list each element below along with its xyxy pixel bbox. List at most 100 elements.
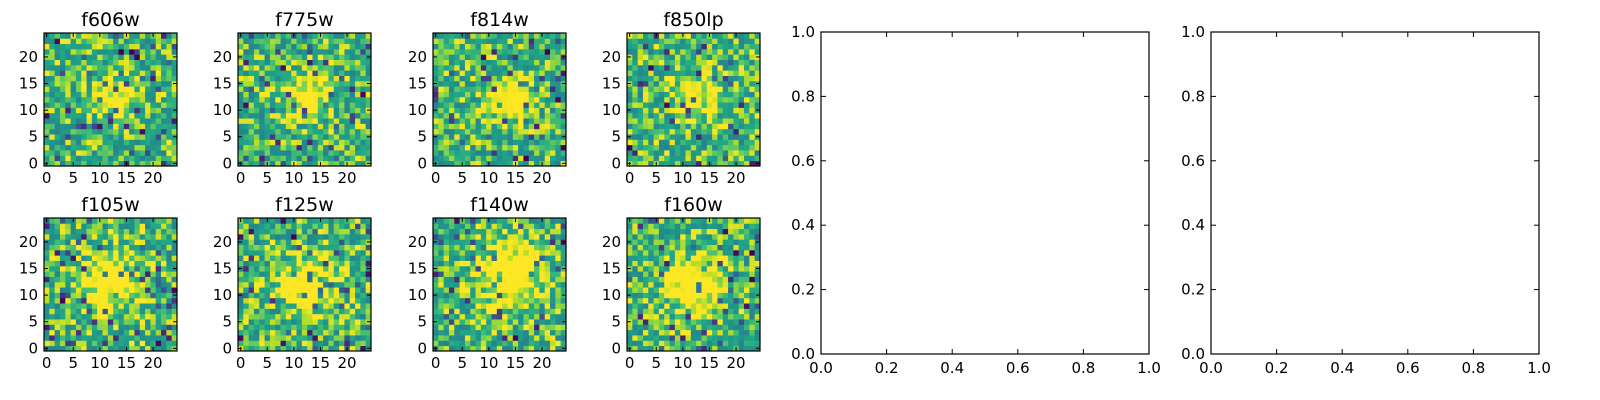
heatmap-cell bbox=[560, 112, 567, 119]
heatmap-cell bbox=[555, 276, 562, 283]
heatmap-cell bbox=[91, 308, 98, 315]
heatmap-cell bbox=[448, 43, 455, 50]
heatmap-cell bbox=[150, 329, 157, 336]
heatmap-cell bbox=[339, 43, 345, 50]
heatmap-cell bbox=[81, 276, 87, 283]
heatmap-cell bbox=[486, 38, 492, 45]
heatmap-cell bbox=[550, 86, 556, 92]
heatmap-cell bbox=[291, 319, 297, 325]
heatmap-cell bbox=[161, 249, 167, 256]
heatmap-cell bbox=[150, 96, 157, 103]
heatmap-cell bbox=[291, 112, 297, 119]
heatmap-cell bbox=[365, 43, 372, 50]
x-tick-label: 5 bbox=[68, 169, 78, 187]
heatmap-cell bbox=[454, 102, 460, 108]
heatmap-cell bbox=[470, 244, 476, 251]
heatmap-cell bbox=[738, 96, 745, 103]
heatmap-cell bbox=[550, 38, 556, 45]
heatmap-cell bbox=[248, 155, 255, 162]
heatmap-cell bbox=[238, 244, 244, 251]
heatmap-cell bbox=[518, 54, 524, 60]
heatmap-cell bbox=[44, 233, 50, 240]
heatmap-cell bbox=[129, 102, 135, 108]
heatmap-cell bbox=[674, 43, 681, 50]
heatmap-cell bbox=[365, 228, 372, 235]
heatmap-cell bbox=[669, 96, 676, 103]
heatmap-cell bbox=[502, 48, 508, 55]
heatmap-cell bbox=[75, 297, 82, 304]
heatmap-cell bbox=[664, 54, 670, 60]
heatmap-cell bbox=[123, 38, 130, 45]
heatmap-cell bbox=[264, 112, 271, 119]
heatmap-cell bbox=[486, 48, 492, 55]
heatmap-cell bbox=[139, 96, 146, 103]
heatmap-cell bbox=[658, 329, 665, 336]
heatmap-cell bbox=[328, 340, 335, 347]
heatmap-cell bbox=[722, 91, 729, 98]
heatmap-cell bbox=[360, 112, 367, 119]
heatmap-cell bbox=[433, 297, 439, 304]
heatmap-cell bbox=[81, 128, 87, 135]
heatmap-cell bbox=[349, 59, 356, 66]
heatmap-cell bbox=[171, 86, 178, 92]
heatmap-cell bbox=[523, 319, 530, 325]
heatmap-cell bbox=[145, 118, 151, 124]
heatmap-cell bbox=[534, 319, 540, 325]
heatmap-cell bbox=[717, 96, 724, 103]
heatmap-cell bbox=[296, 340, 303, 347]
heatmap-cell bbox=[333, 255, 340, 261]
heatmap-cell bbox=[349, 75, 356, 82]
heatmap-cell bbox=[438, 107, 445, 114]
heatmap-cell bbox=[349, 48, 356, 55]
heatmap-cell bbox=[312, 244, 319, 251]
panel-title: f105w bbox=[81, 194, 140, 216]
heatmap-cell bbox=[674, 281, 681, 288]
heatmap-cell bbox=[355, 59, 361, 66]
heatmap-cell bbox=[243, 297, 250, 304]
heatmap-cell bbox=[150, 287, 157, 293]
heatmap-cell bbox=[658, 38, 665, 45]
heatmap-cell bbox=[253, 150, 260, 156]
heatmap-cell bbox=[65, 218, 71, 224]
heatmap-cell bbox=[253, 80, 260, 87]
heatmap-cell bbox=[464, 112, 471, 119]
heatmap-cell bbox=[59, 107, 66, 114]
heatmap-cell bbox=[333, 319, 340, 325]
heatmap-cell bbox=[728, 64, 734, 71]
heatmap-cell bbox=[118, 255, 125, 261]
x-tick-label: 10 bbox=[90, 169, 109, 187]
heatmap-cell bbox=[443, 107, 450, 114]
heatmap-cell bbox=[680, 155, 686, 162]
heatmap-cell bbox=[754, 324, 761, 331]
heatmap-cell bbox=[253, 271, 260, 277]
heatmap-cell bbox=[65, 255, 71, 261]
heatmap-cell bbox=[560, 96, 567, 103]
heatmap-cell bbox=[744, 118, 750, 124]
heatmap-cell bbox=[275, 313, 281, 320]
heatmap-cell bbox=[171, 128, 178, 135]
heatmap-cell bbox=[669, 276, 676, 283]
heatmap-cell bbox=[443, 335, 450, 341]
heatmap-cell bbox=[349, 239, 356, 245]
heatmap-cell bbox=[475, 150, 482, 156]
heatmap-cell bbox=[507, 48, 514, 55]
heatmap-cell bbox=[59, 86, 66, 92]
heatmap-cell bbox=[145, 244, 151, 251]
heatmap-cell bbox=[544, 112, 551, 119]
heatmap-cell bbox=[118, 265, 125, 272]
heatmap-cell bbox=[301, 80, 308, 87]
heatmap-cell bbox=[738, 86, 745, 92]
heatmap-cell bbox=[307, 233, 313, 240]
heatmap-cell bbox=[134, 324, 141, 331]
heatmap-cell bbox=[443, 59, 450, 66]
heatmap-cell bbox=[301, 48, 308, 55]
heatmap-cell bbox=[166, 48, 173, 55]
heatmap-cell bbox=[97, 144, 103, 151]
heatmap-cell bbox=[259, 265, 265, 272]
heatmap-cell bbox=[658, 102, 665, 108]
heatmap-cell bbox=[355, 70, 361, 76]
heatmap-cell bbox=[91, 70, 98, 76]
heatmap-cell bbox=[129, 239, 135, 245]
heatmap-cell bbox=[113, 313, 119, 320]
heatmap-cell bbox=[139, 233, 146, 240]
